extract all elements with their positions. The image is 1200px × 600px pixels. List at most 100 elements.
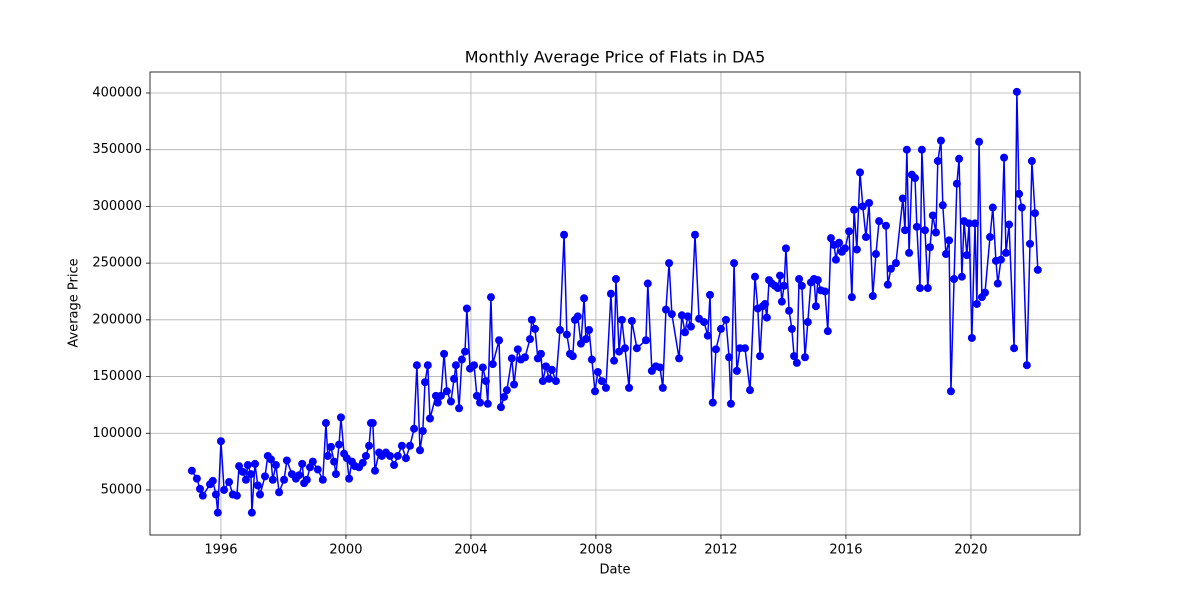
- point: [568, 352, 577, 361]
- point: [916, 284, 924, 293]
- point: [957, 272, 966, 281]
- point: [871, 250, 880, 259]
- point: [368, 419, 377, 428]
- point: [500, 392, 509, 401]
- point: [421, 378, 429, 387]
- point: [785, 306, 794, 315]
- point: [476, 398, 484, 407]
- x-tick-label: 2020: [954, 543, 987, 558]
- point: [440, 349, 449, 358]
- point: [975, 137, 984, 146]
- point: [495, 336, 504, 345]
- point: [365, 441, 374, 450]
- point: [700, 318, 709, 327]
- point: [886, 264, 895, 273]
- y-tick-label: 250000: [92, 256, 142, 271]
- point: [905, 248, 914, 257]
- point: [986, 233, 994, 242]
- point: [318, 475, 327, 484]
- chart-title: Monthly Average Price of Flats in DA5: [465, 48, 766, 67]
- x-axis-label: Date: [599, 563, 630, 578]
- point: [902, 145, 911, 154]
- point: [881, 221, 890, 230]
- point: [928, 211, 937, 220]
- point: [675, 354, 684, 363]
- point: [845, 227, 854, 236]
- point: [462, 304, 471, 313]
- point: [401, 454, 410, 463]
- point: [280, 475, 289, 484]
- point: [912, 222, 921, 231]
- plot-frame: [149, 71, 1081, 536]
- point: [562, 330, 571, 339]
- y-tick-label: 50000: [101, 482, 142, 497]
- point: [371, 466, 379, 475]
- point: [426, 414, 434, 423]
- point: [442, 387, 451, 396]
- point: [1012, 87, 1021, 96]
- point: [513, 345, 522, 354]
- point: [656, 363, 664, 372]
- point: [313, 465, 322, 474]
- point: [560, 230, 569, 239]
- point: [436, 391, 445, 400]
- point: [423, 361, 432, 370]
- point: [811, 302, 820, 311]
- point: [945, 236, 954, 245]
- point: [256, 490, 264, 499]
- point: [451, 361, 460, 370]
- point: [416, 446, 424, 455]
- point: [457, 355, 466, 364]
- point: [677, 311, 686, 320]
- point: [282, 456, 291, 465]
- point: [253, 481, 262, 490]
- point: [220, 485, 229, 494]
- point: [481, 377, 490, 386]
- point: [856, 168, 864, 177]
- point: [597, 377, 606, 386]
- point: [397, 441, 406, 450]
- point: [847, 293, 856, 302]
- point: [531, 324, 539, 333]
- point: [418, 426, 427, 435]
- point: [776, 271, 784, 280]
- point: [883, 280, 892, 289]
- point: [433, 398, 442, 407]
- point: [821, 287, 829, 296]
- point: [790, 352, 799, 361]
- point: [658, 383, 667, 392]
- point: [777, 297, 786, 306]
- point: [241, 475, 250, 484]
- point: [972, 299, 981, 308]
- point: [955, 154, 964, 163]
- point: [858, 202, 867, 211]
- point: [547, 365, 556, 374]
- point: [621, 344, 629, 353]
- point: [996, 255, 1005, 264]
- y-tick-label: 350000: [92, 142, 142, 157]
- point: [725, 353, 734, 362]
- point: [587, 355, 596, 364]
- point: [235, 462, 244, 471]
- point: [946, 387, 955, 396]
- point: [268, 475, 277, 484]
- point: [496, 403, 505, 412]
- point: [993, 279, 1002, 288]
- point: [526, 335, 534, 344]
- point: [1017, 203, 1026, 212]
- point: [450, 374, 459, 383]
- point: [551, 377, 560, 386]
- point: [803, 318, 812, 327]
- point: [850, 205, 859, 214]
- point: [361, 451, 370, 460]
- point: [192, 474, 201, 483]
- point: [632, 344, 641, 353]
- point: [393, 451, 402, 460]
- x-tick-label: 2004: [454, 543, 487, 558]
- point: [703, 331, 712, 340]
- y-tick-label: 400000: [92, 85, 142, 100]
- point: [950, 275, 959, 284]
- point: [683, 312, 692, 321]
- point: [446, 397, 455, 406]
